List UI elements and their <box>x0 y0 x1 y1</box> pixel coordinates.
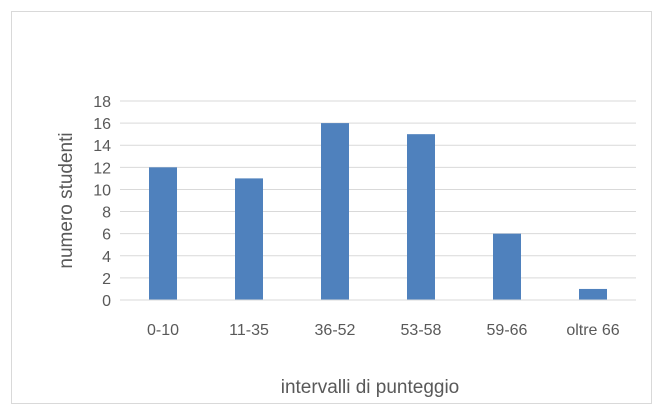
y-tick-label: 10 <box>93 182 111 199</box>
x-axis-title: intervalli di punteggio <box>281 377 460 398</box>
bar-11-35 <box>235 178 263 300</box>
y-tick-label: 8 <box>102 205 111 222</box>
x-tick-label: oltre 66 <box>566 322 619 339</box>
y-tick-label: 18 <box>93 94 111 111</box>
y-tick-label: 12 <box>93 160 111 177</box>
y-tick-label: 16 <box>93 116 111 133</box>
bar-oltre 66 <box>579 288 607 300</box>
x-tick-label: 36-52 <box>315 322 356 339</box>
bar-53-58 <box>407 134 435 300</box>
bar-36-52 <box>321 123 349 300</box>
bar-0-10 <box>149 167 177 300</box>
bars <box>149 123 607 300</box>
bar-59-66 <box>493 233 521 300</box>
x-tick-label: 0-10 <box>147 322 179 339</box>
x-tick-labels: 0-10 11-35 36-52 53-58 59-66 oltre 66 <box>147 322 620 339</box>
y-tick-labels: 0 2 4 6 8 10 12 14 16 18 <box>93 94 111 310</box>
y-tick-label: 14 <box>93 138 111 155</box>
gridlines <box>120 100 636 279</box>
x-tick-label: 11-35 <box>229 322 269 339</box>
x-tick-label: 59-66 <box>487 322 528 339</box>
y-tick-label: 4 <box>102 249 111 266</box>
y-tick-label: 6 <box>102 227 111 244</box>
y-tick-label: 0 <box>102 293 111 310</box>
y-tick-label: 2 <box>102 271 111 288</box>
y-axis-title: numero studenti <box>56 132 77 268</box>
x-tick-label: 53-58 <box>401 322 442 339</box>
